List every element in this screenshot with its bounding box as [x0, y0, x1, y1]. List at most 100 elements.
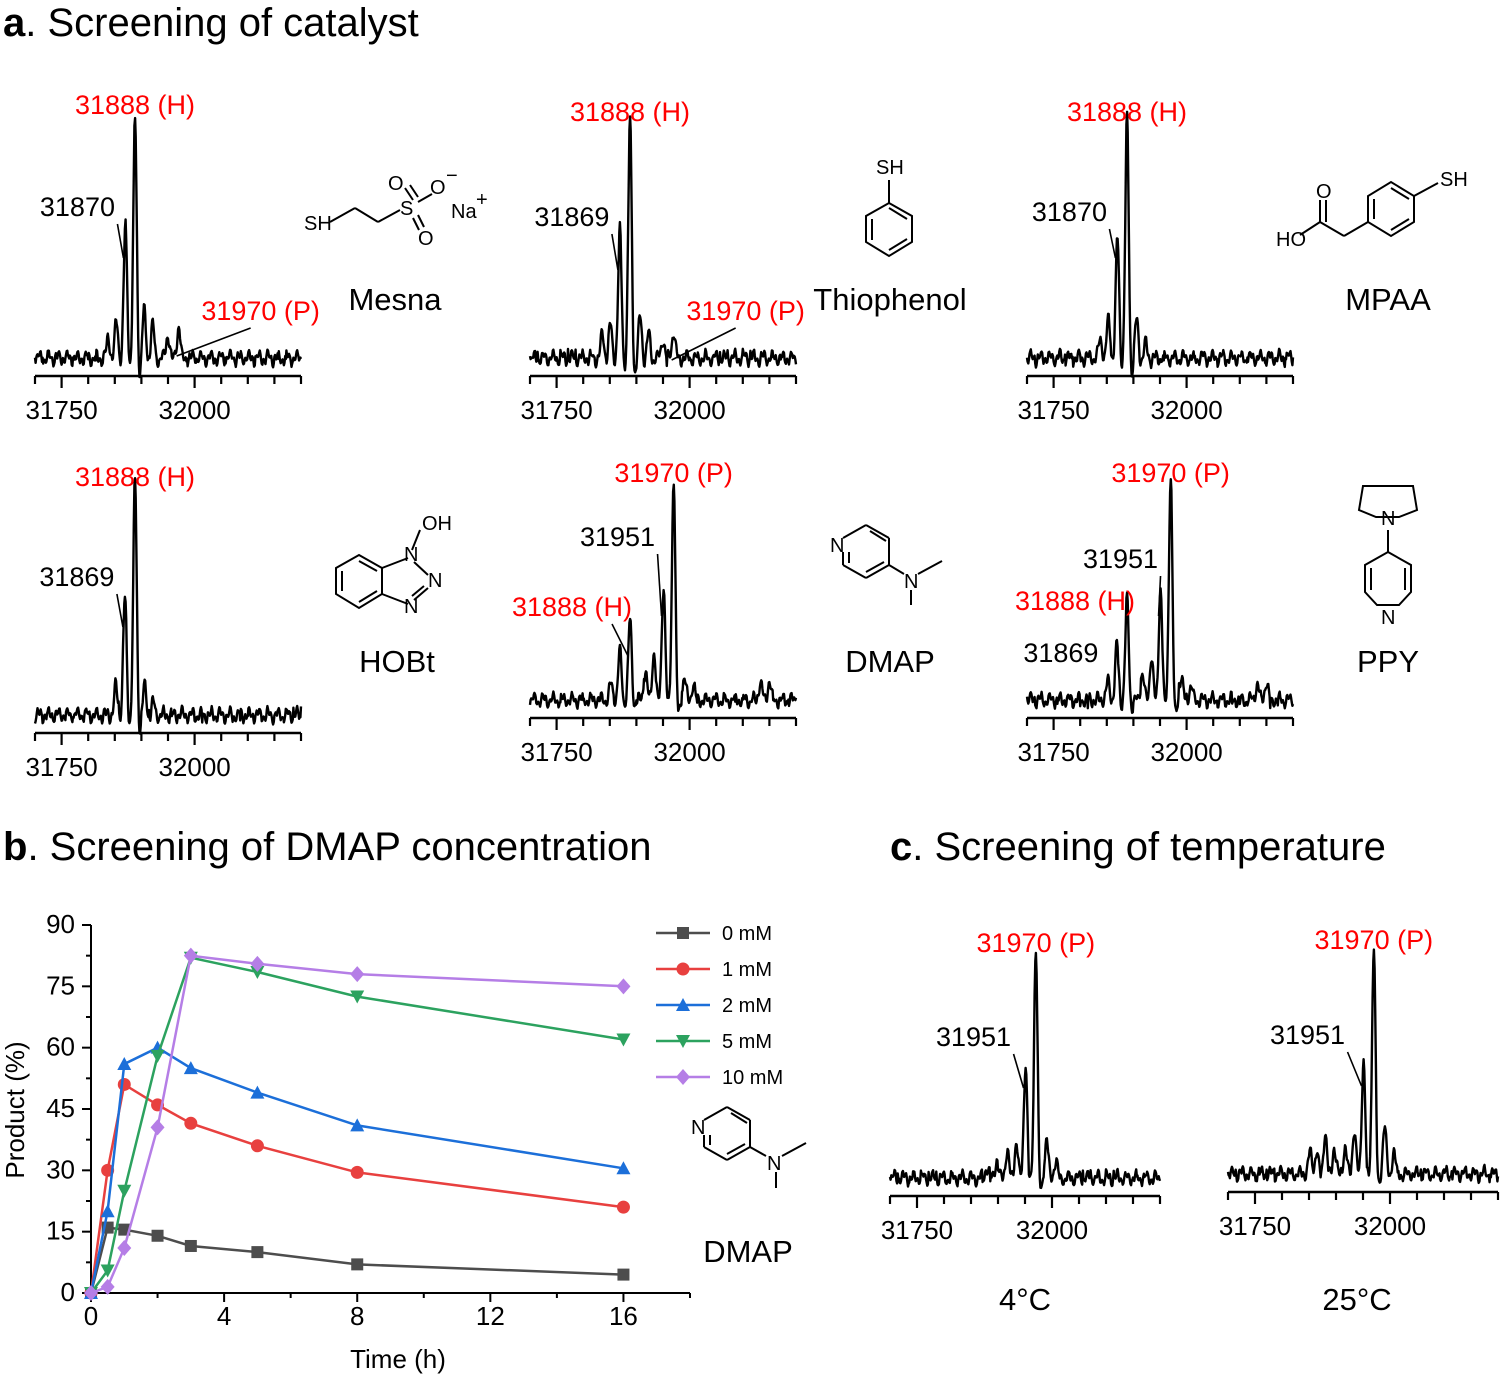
- peak-label: 31869: [39, 562, 114, 592]
- peak-label: 31951: [1083, 544, 1158, 574]
- bond: [703, 1146, 728, 1161]
- bond: [869, 530, 887, 542]
- line-chart-axes: 0 4 8 12 16 0 15 30 45 60 75 90: [46, 909, 691, 1331]
- atom-n: N: [904, 571, 918, 593]
- tick-label: 31750: [25, 752, 97, 782]
- bond: [417, 193, 433, 203]
- x-tick-label: 12: [476, 1301, 505, 1331]
- peak-leader-line: [656, 553, 663, 617]
- data-point: [676, 962, 690, 976]
- spectrum-trace: [33, 477, 303, 735]
- y-tick-label: 75: [46, 970, 75, 1000]
- pyridine-ring: [1364, 550, 1412, 606]
- tick-label: 32000: [158, 752, 230, 782]
- tick-label: 32000: [653, 737, 725, 767]
- data-point: [250, 1085, 265, 1099]
- peak-leader-line: [176, 327, 251, 357]
- mpaa-structure: [1299, 180, 1439, 238]
- peak-label: 31869: [534, 202, 609, 232]
- spectrum-trace: [528, 483, 798, 712]
- atom-oh: OH: [422, 513, 452, 535]
- data-point: [151, 1229, 164, 1242]
- peak-label: 31870: [1032, 197, 1107, 227]
- atom-sh: SH: [304, 213, 332, 235]
- bond: [1319, 221, 1345, 237]
- mesna-structure: [329, 184, 433, 231]
- y-axis-label: Product (%): [0, 1041, 30, 1178]
- bond: [842, 524, 867, 539]
- bond: [1413, 182, 1439, 197]
- atom-s: S: [400, 198, 413, 220]
- peak-leader-line: [116, 593, 124, 628]
- pyrrolidine-ring: [1357, 485, 1419, 518]
- data-point: [250, 1139, 264, 1153]
- panel-c-text: . Screening of temperature: [912, 825, 1386, 869]
- bond: [888, 564, 905, 575]
- peak-label: 31951: [1270, 1020, 1345, 1050]
- panel-a-letter: a: [3, 1, 26, 45]
- spectrum-4c: 31750 32000 31970 (P) 31951: [881, 928, 1162, 1245]
- catalyst-name-mpaa: MPAA: [1345, 282, 1431, 317]
- data-point: [250, 955, 265, 972]
- peak-label: 31951: [936, 1022, 1011, 1052]
- spectrum-trace: [528, 115, 798, 374]
- thiophenol-atom-sh: SH: [876, 157, 904, 179]
- panel-b-letter: b: [3, 825, 27, 869]
- data-point: [117, 1184, 132, 1198]
- mesna-atoms: SH S O O O − Na +: [304, 165, 488, 250]
- data-point: [351, 1258, 364, 1271]
- atom-na: Na: [451, 201, 477, 223]
- bond: [358, 560, 378, 572]
- ppy-atoms: N N: [1381, 508, 1395, 629]
- x-tick-label: 0: [84, 1301, 98, 1331]
- data-point: [250, 966, 265, 980]
- data-point: [616, 978, 631, 995]
- peak-leader-line: [1108, 228, 1117, 259]
- data-point: [350, 1118, 365, 1132]
- spectrum-hobt: 31750 32000 31888 (H) 31869: [25, 462, 303, 782]
- bond: [412, 217, 420, 231]
- data-point: [616, 1161, 631, 1175]
- catalyst-name-thiophenol: Thiophenol: [813, 282, 966, 317]
- spectrum-mpaa: 31750 32000 31888 (H) 31870: [1017, 97, 1295, 425]
- bond: [917, 560, 943, 575]
- atom-o: O: [388, 173, 404, 195]
- legend-entry: 10 mM: [656, 1067, 783, 1089]
- legend-label: 5 mM: [722, 1031, 772, 1053]
- bond: [865, 561, 885, 573]
- data-point: [183, 1061, 198, 1075]
- panel-b-text: . Screening of DMAP concentration: [27, 825, 651, 869]
- tick-label: 31750: [1017, 395, 1089, 425]
- bond: [417, 214, 425, 228]
- data-point: [251, 1246, 264, 1259]
- panel-a-title: a. Screening of catalyst: [3, 1, 419, 45]
- peak-leader-line: [1346, 1051, 1363, 1087]
- data-point: [617, 1268, 630, 1281]
- temperature-label-4c: 4°C: [999, 1282, 1051, 1317]
- catalyst-name-hobt: HOBt: [359, 644, 435, 679]
- peak-label: 31970 (P): [977, 928, 1096, 958]
- data-point: [150, 1119, 165, 1136]
- peak-label: 31970 (P): [1111, 458, 1230, 488]
- y-tick-label: 90: [46, 909, 75, 939]
- hobt-atoms: OH N N N: [404, 513, 452, 618]
- data-point: [100, 1204, 115, 1218]
- bond: [865, 524, 890, 539]
- tick-label: 31750: [520, 737, 592, 767]
- peak-leader-line: [671, 327, 736, 361]
- peak-leader-line: [611, 623, 629, 657]
- atom-n: N: [404, 544, 418, 566]
- atom-sh: SH: [1440, 169, 1468, 191]
- data-point: [100, 1264, 115, 1278]
- x-axis-label: Time (h): [350, 1344, 446, 1374]
- series-line: [90, 954, 624, 1295]
- series-10-mm: [84, 947, 631, 1301]
- bond: [358, 590, 378, 603]
- data-point: [117, 1057, 132, 1071]
- x-tick-label: 16: [609, 1301, 638, 1331]
- data-point: [676, 998, 690, 1011]
- legend-entry: 5 mM: [656, 1031, 772, 1053]
- bond: [381, 557, 409, 569]
- data-point: [616, 1200, 630, 1214]
- dmap-structure-inset: [703, 1106, 807, 1188]
